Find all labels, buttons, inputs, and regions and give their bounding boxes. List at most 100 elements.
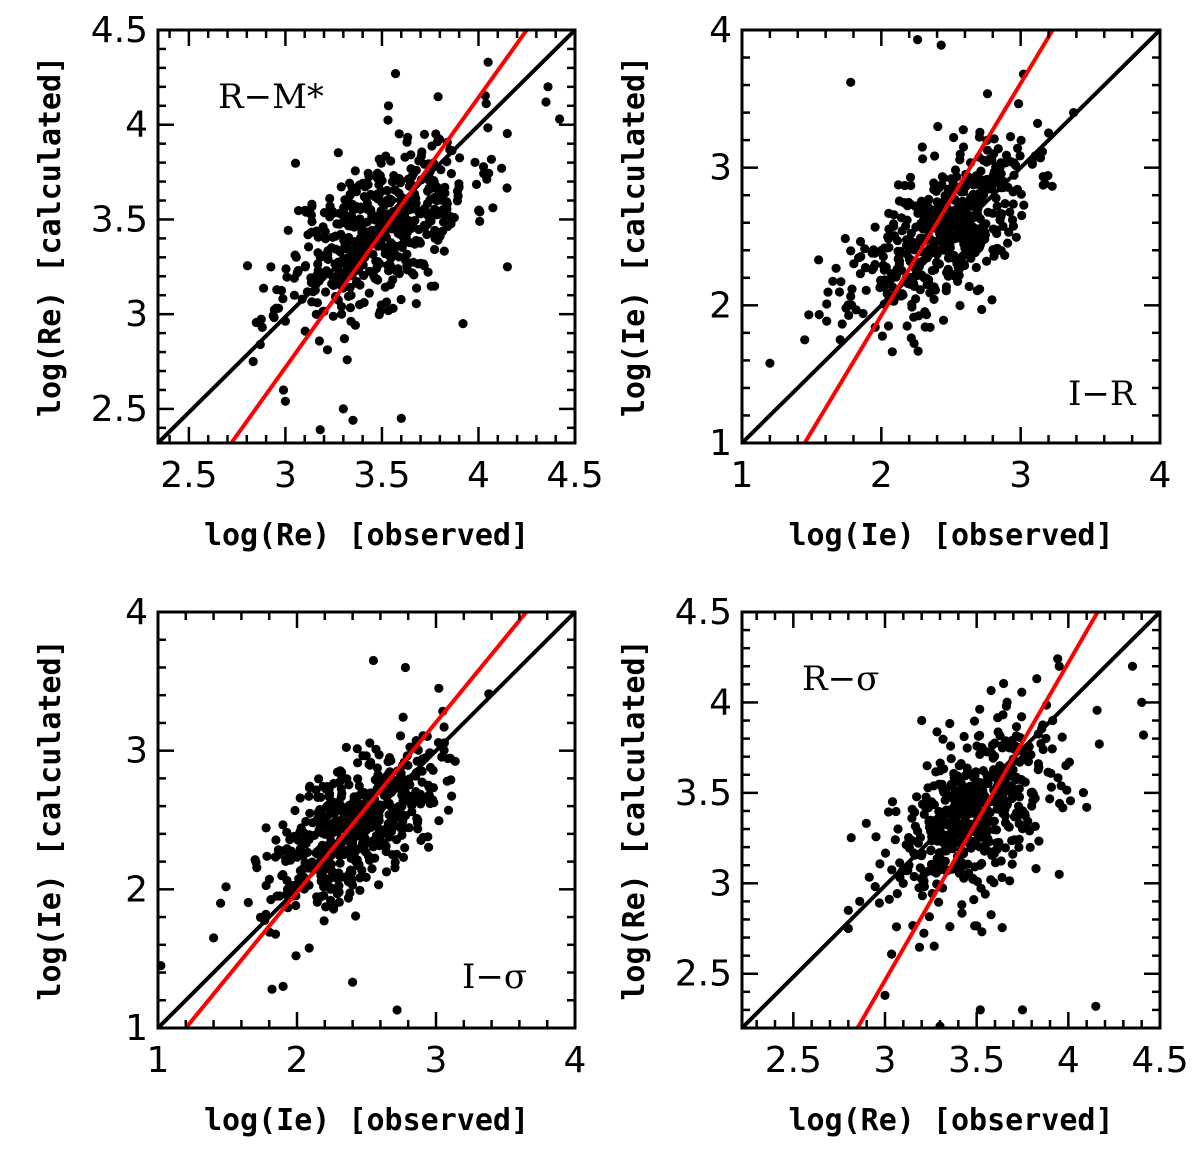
data-point	[430, 244, 440, 255]
data-point	[975, 1005, 985, 1015]
data-point	[938, 315, 949, 325]
data-point	[377, 197, 387, 207]
data-point	[1028, 796, 1038, 806]
data-point	[312, 847, 322, 857]
data-point	[1032, 674, 1042, 684]
data-point	[359, 844, 369, 854]
data-point	[976, 166, 986, 176]
data-point	[982, 826, 992, 837]
data-point	[334, 246, 344, 256]
data-point	[893, 254, 903, 264]
data-point	[1047, 744, 1057, 754]
data-point	[1008, 186, 1018, 197]
data-point	[432, 137, 443, 147]
data-point	[289, 273, 299, 283]
data-point	[478, 162, 489, 172]
data-point	[396, 240, 406, 250]
data-point	[380, 282, 390, 292]
data-point	[870, 222, 880, 232]
x-tick-label: 4.5	[1131, 1040, 1188, 1081]
data-point	[933, 121, 943, 132]
data-point	[449, 213, 459, 223]
data-point	[1002, 697, 1012, 707]
y-tick-label: 4.5	[675, 592, 732, 633]
data-point	[916, 234, 926, 244]
data-point	[292, 852, 302, 862]
data-point	[384, 197, 394, 207]
panel-i-r: 1 2 3 4 1 2 3 4 log(Ie) [observed] log(Ie) [calcu…	[617, 10, 1171, 553]
data-point	[271, 835, 281, 845]
data-point	[321, 902, 331, 912]
plot-frame	[156, 610, 577, 1030]
data-point	[950, 165, 961, 175]
data-point	[313, 232, 323, 242]
data-point	[323, 254, 333, 264]
data-point	[970, 921, 980, 931]
data-point	[417, 777, 427, 787]
data-point	[370, 215, 380, 225]
data-point	[390, 69, 401, 79]
data-point	[304, 943, 314, 953]
data-point	[426, 281, 436, 291]
data-point	[1056, 781, 1066, 791]
data-point	[917, 270, 927, 280]
data-point	[332, 885, 342, 895]
data-point	[304, 791, 314, 801]
data-point	[442, 197, 452, 207]
data-point	[541, 97, 551, 107]
data-point	[975, 284, 985, 294]
data-point	[430, 210, 440, 220]
data-point	[1011, 722, 1022, 732]
data-point	[1011, 731, 1022, 741]
data-point	[946, 780, 957, 791]
data-point	[365, 760, 375, 770]
data-point	[907, 804, 917, 814]
y-axis-label: log(Ie) [calculated]	[33, 639, 68, 1000]
data-point	[990, 247, 1000, 258]
data-point	[910, 821, 921, 831]
data-point	[424, 790, 434, 800]
data-point	[342, 239, 352, 249]
y-tick-label: 4	[709, 10, 732, 51]
data-point	[1038, 180, 1048, 190]
plot-frame	[740, 610, 1162, 1030]
data-point	[424, 782, 434, 792]
data-point	[411, 198, 421, 208]
data-point	[849, 259, 859, 269]
fit-line	[229, 30, 529, 443]
data-point	[822, 299, 832, 309]
data-point	[1041, 733, 1051, 744]
data-point	[295, 827, 305, 837]
data-point	[1007, 794, 1017, 804]
data-point	[906, 180, 916, 191]
data-point	[883, 232, 893, 242]
data-point	[353, 774, 363, 784]
data-point	[438, 204, 449, 214]
data-point	[337, 309, 347, 319]
data-point	[431, 129, 441, 139]
data-point	[907, 836, 918, 846]
x-tick-label: 2	[870, 455, 893, 496]
data-point	[366, 207, 376, 217]
fit-line	[802, 30, 1055, 443]
data-point	[396, 823, 406, 833]
data-point	[855, 269, 866, 279]
data-point	[471, 179, 482, 189]
data-point	[433, 235, 443, 245]
data-point	[368, 249, 378, 259]
data-point	[351, 911, 361, 921]
data-point	[291, 252, 301, 262]
data-point	[898, 878, 908, 889]
data-point	[893, 180, 904, 190]
data-point	[482, 174, 492, 184]
data-point	[975, 730, 985, 741]
data-point	[1000, 843, 1011, 853]
data-point	[318, 222, 328, 232]
plot-area	[158, 30, 575, 443]
data-point	[342, 774, 352, 784]
data-point	[1091, 1001, 1101, 1011]
data-point	[409, 216, 419, 226]
data-point	[954, 215, 964, 226]
data-point	[975, 704, 985, 714]
